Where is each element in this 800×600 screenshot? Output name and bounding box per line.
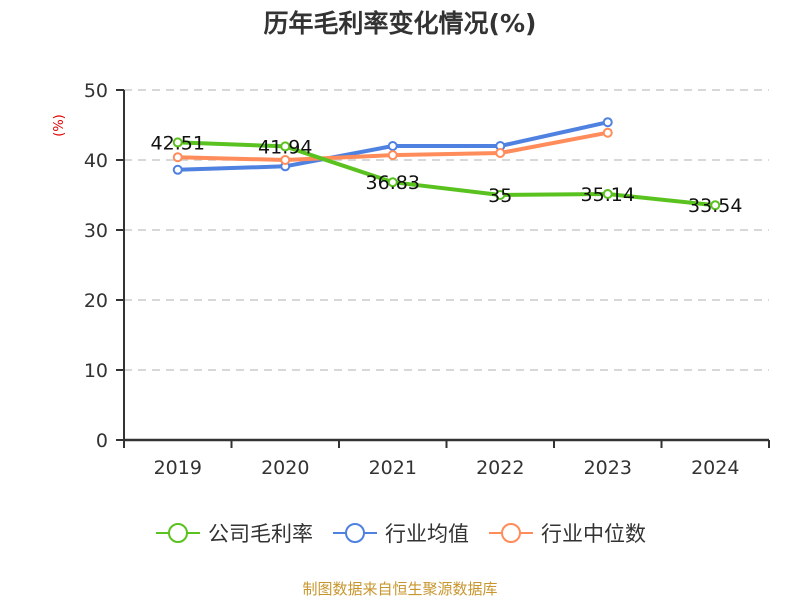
x-tick-label: 2023 (584, 457, 632, 479)
data-point[interactable] (495, 148, 506, 158)
data-point[interactable] (172, 137, 183, 148)
chart-title: 历年毛利率变化情况(%) (263, 9, 537, 38)
data-label: 33.54 (688, 195, 742, 217)
data-label: 42.51 (151, 132, 205, 154)
data-label: 41.94 (258, 136, 312, 158)
series-line (177, 140, 716, 208)
data-point[interactable] (280, 141, 291, 152)
legend-item[interactable]: 公司毛利率 (154, 518, 313, 548)
y-tick-label: 40 (84, 150, 108, 172)
line-chart: 0 10 20 30 40 50 2019 2020 2021 2022 2023 2024 42.51… (84, 80, 770, 479)
legend-label: 公司毛利率 (208, 522, 313, 546)
data-point[interactable] (387, 177, 398, 188)
x-tick-label: 2019 (154, 457, 202, 479)
legend-item[interactable]: 行业中位数 (487, 518, 646, 548)
y-tick-label: 30 (84, 220, 108, 242)
data-point[interactable] (172, 152, 183, 163)
source-note: 制图数据来自恒生聚源数据库 (302, 580, 498, 598)
legend-line-circle-icon (156, 523, 200, 543)
legend: 公司毛利率 行业均值 行业中位数 (0, 518, 800, 548)
legend-item[interactable]: 行业均值 (331, 518, 469, 548)
x-tick-label: 2022 (476, 457, 524, 479)
data-point[interactable] (602, 117, 613, 128)
y-tick-label: 10 (84, 360, 108, 382)
data-point[interactable] (280, 155, 291, 165)
legend-line-circle-icon (489, 523, 533, 543)
x-tick-label: 2021 (369, 457, 417, 479)
y-tick-label: 50 (84, 80, 108, 102)
legend-label: 行业中位数 (541, 522, 646, 546)
data-point[interactable] (172, 164, 183, 175)
x-tick-label: 2020 (261, 457, 309, 479)
x-tick-label: 2024 (691, 457, 739, 479)
data-label: 35 (488, 185, 512, 207)
data-point[interactable] (387, 141, 398, 151)
data-point[interactable] (495, 190, 506, 200)
data-label: 35.14 (581, 184, 635, 206)
y-tick-label: 20 (84, 290, 108, 312)
y-tick-label: 0 (96, 430, 108, 452)
legend-label: 行业均值 (385, 522, 469, 546)
data-point[interactable] (602, 127, 613, 138)
data-point[interactable] (710, 200, 721, 211)
data-point[interactable] (387, 150, 398, 161)
data-point[interactable] (602, 189, 613, 200)
data-label: 36.83 (366, 172, 420, 194)
legend-line-circle-icon (333, 523, 377, 543)
